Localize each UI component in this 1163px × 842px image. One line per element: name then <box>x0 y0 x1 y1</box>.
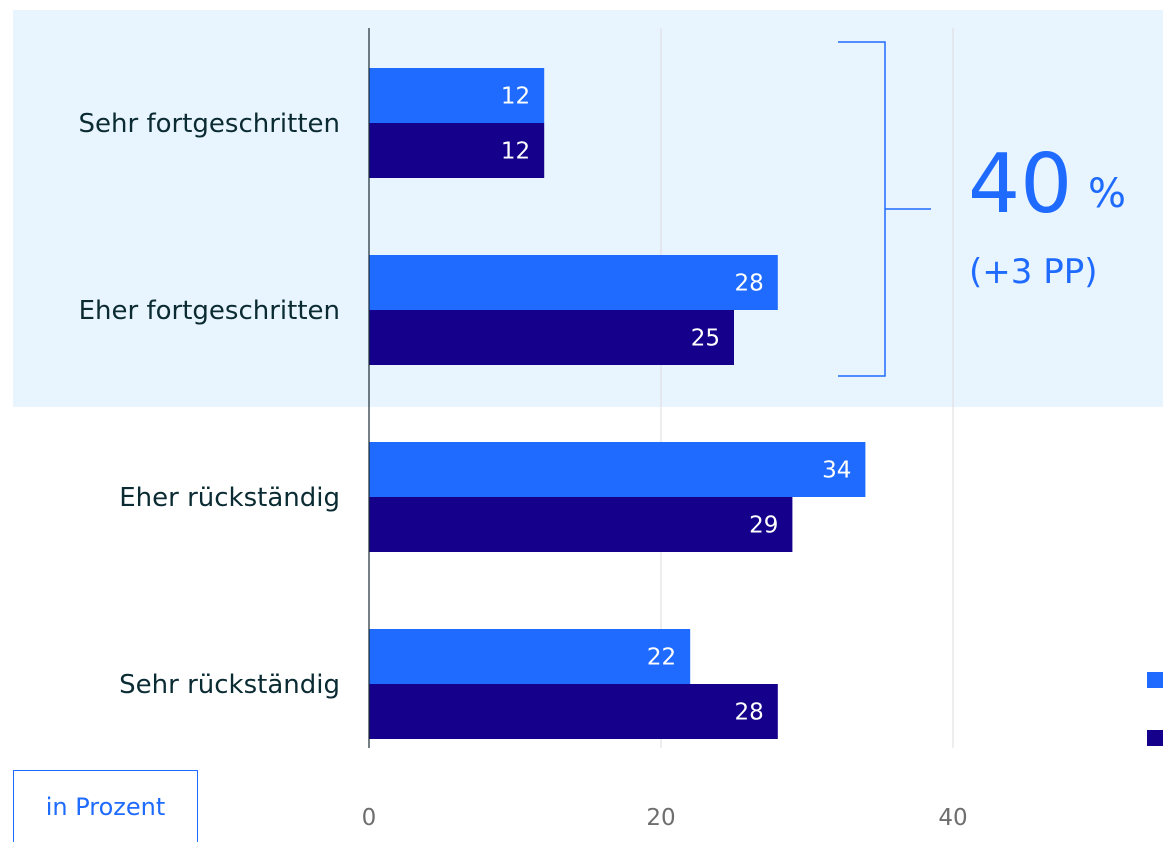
highlight-share-unit: % <box>1088 171 1126 217</box>
bar-value-label: 34 <box>822 458 851 484</box>
bar-value-label: 25 <box>691 326 720 352</box>
grid-lines <box>660 28 954 748</box>
bars: 12 12 28 25 34 29 22 28 <box>369 68 866 739</box>
unit-label: in Prozent <box>13 770 198 842</box>
bar-value-label: 29 <box>749 513 778 539</box>
bar <box>369 255 778 310</box>
bar <box>369 123 545 178</box>
bar <box>369 442 866 497</box>
legend-swatch <box>1147 672 1163 688</box>
bar-value-label: 12 <box>501 84 530 110</box>
bar-value-label: 22 <box>647 645 676 671</box>
legend-swatch <box>1147 730 1163 746</box>
highlight-change: (+3 PP) <box>969 252 1097 292</box>
bar-value-label: 12 <box>501 139 530 165</box>
x-tick-label: 40 <box>938 805 967 831</box>
bar-value-label: 28 <box>735 700 764 726</box>
highlight-share-value: 40 <box>968 137 1072 232</box>
bar <box>369 684 778 739</box>
legend <box>1147 672 1163 746</box>
bar <box>369 310 734 365</box>
bar <box>369 497 793 552</box>
bar <box>369 629 691 684</box>
x-tick-label: 0 <box>362 805 377 831</box>
category-label: Sehr fortgeschritten <box>79 109 340 139</box>
bar <box>369 68 545 123</box>
highlight-bracket <box>838 41 931 377</box>
category-label: Sehr rückständig <box>119 670 340 700</box>
category-label: Eher fortgeschritten <box>79 296 340 326</box>
category-label: Eher rückständig <box>119 483 340 513</box>
bar-value-label: 28 <box>735 271 764 297</box>
x-tick-label: 20 <box>646 805 675 831</box>
